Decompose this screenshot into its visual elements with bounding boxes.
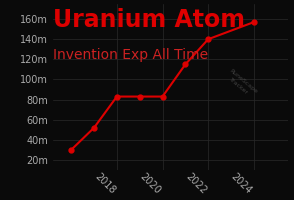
Text: Uranium Atom: Uranium Atom xyxy=(53,8,245,32)
Text: RuneScape
Tracker: RuneScape Tracker xyxy=(224,68,258,99)
Text: Invention Exp All Time: Invention Exp All Time xyxy=(53,48,208,62)
